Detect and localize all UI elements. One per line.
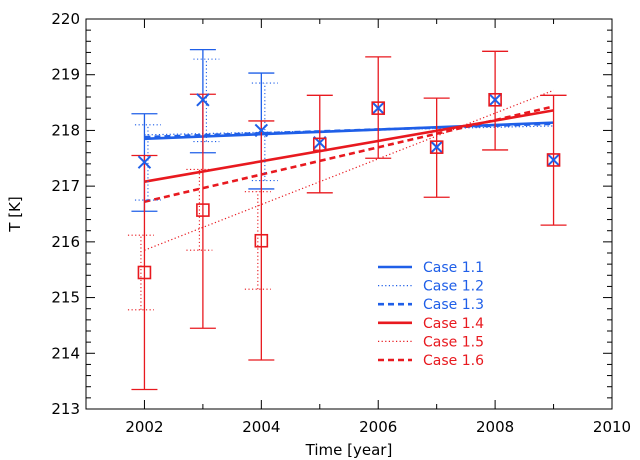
fit-line: [144, 109, 554, 183]
fit-line: [144, 122, 554, 139]
legend-label: Case 1.5: [423, 334, 484, 350]
data-point-square: [429, 140, 444, 154]
data-point-square: [137, 265, 152, 280]
y-tick-label: 220: [51, 10, 80, 28]
y-tick-label: 215: [51, 289, 80, 307]
data-point-square: [488, 92, 502, 107]
x-axis-title: Time [year]: [305, 441, 393, 459]
x-tick-label: 2008: [476, 418, 514, 436]
fit-line: [144, 105, 554, 204]
y-tick-label: 216: [51, 233, 80, 251]
legend-label: Case 1.4: [423, 316, 484, 332]
y-axis-title: T [K]: [6, 196, 24, 232]
plot-frame: [85, 18, 613, 410]
y-tick-label: 219: [51, 66, 80, 84]
y-axis: 213 214 215 216 217 218 219 220: [51, 10, 612, 418]
legend-label: Case 1.1: [423, 260, 484, 276]
data-point-x: [196, 93, 210, 107]
legend: Case 1.1 Case 1.2 Case 1.3 Case 1.4 Case 1.5…: [378, 260, 484, 369]
data-point-square: [312, 137, 327, 152]
legend-label: Case 1.3: [423, 297, 484, 313]
data-markers: [137, 92, 561, 280]
x-tick-label: 2006: [359, 418, 397, 436]
data-point-square: [371, 101, 386, 115]
data-point-x: [137, 155, 152, 169]
y-tick-label: 218: [51, 121, 80, 139]
legend-label: Case 1.2: [423, 279, 484, 295]
x-tick-label: 2002: [125, 418, 163, 436]
data-point-square: [254, 233, 269, 248]
data-point-x: [429, 140, 444, 154]
y-tick-label: 213: [51, 400, 80, 418]
fit-line: [144, 89, 554, 251]
x-axis: 2002 2004 2006 2008 2010: [85, 19, 631, 436]
data-point-square: [546, 153, 561, 167]
data-point-x: [488, 93, 502, 107]
legend-label: Case 1.6: [423, 353, 484, 369]
data-point-x: [371, 101, 385, 115]
x-tick-label: 2004: [242, 418, 280, 436]
data-point-x: [254, 123, 269, 138]
fit-lines: [144, 89, 554, 251]
x-tick-label: 2010: [593, 418, 631, 436]
data-point-x: [546, 153, 561, 167]
data-point-square: [196, 203, 210, 217]
y-tick-label: 217: [51, 177, 80, 195]
y-tick-label: 214: [51, 344, 80, 362]
